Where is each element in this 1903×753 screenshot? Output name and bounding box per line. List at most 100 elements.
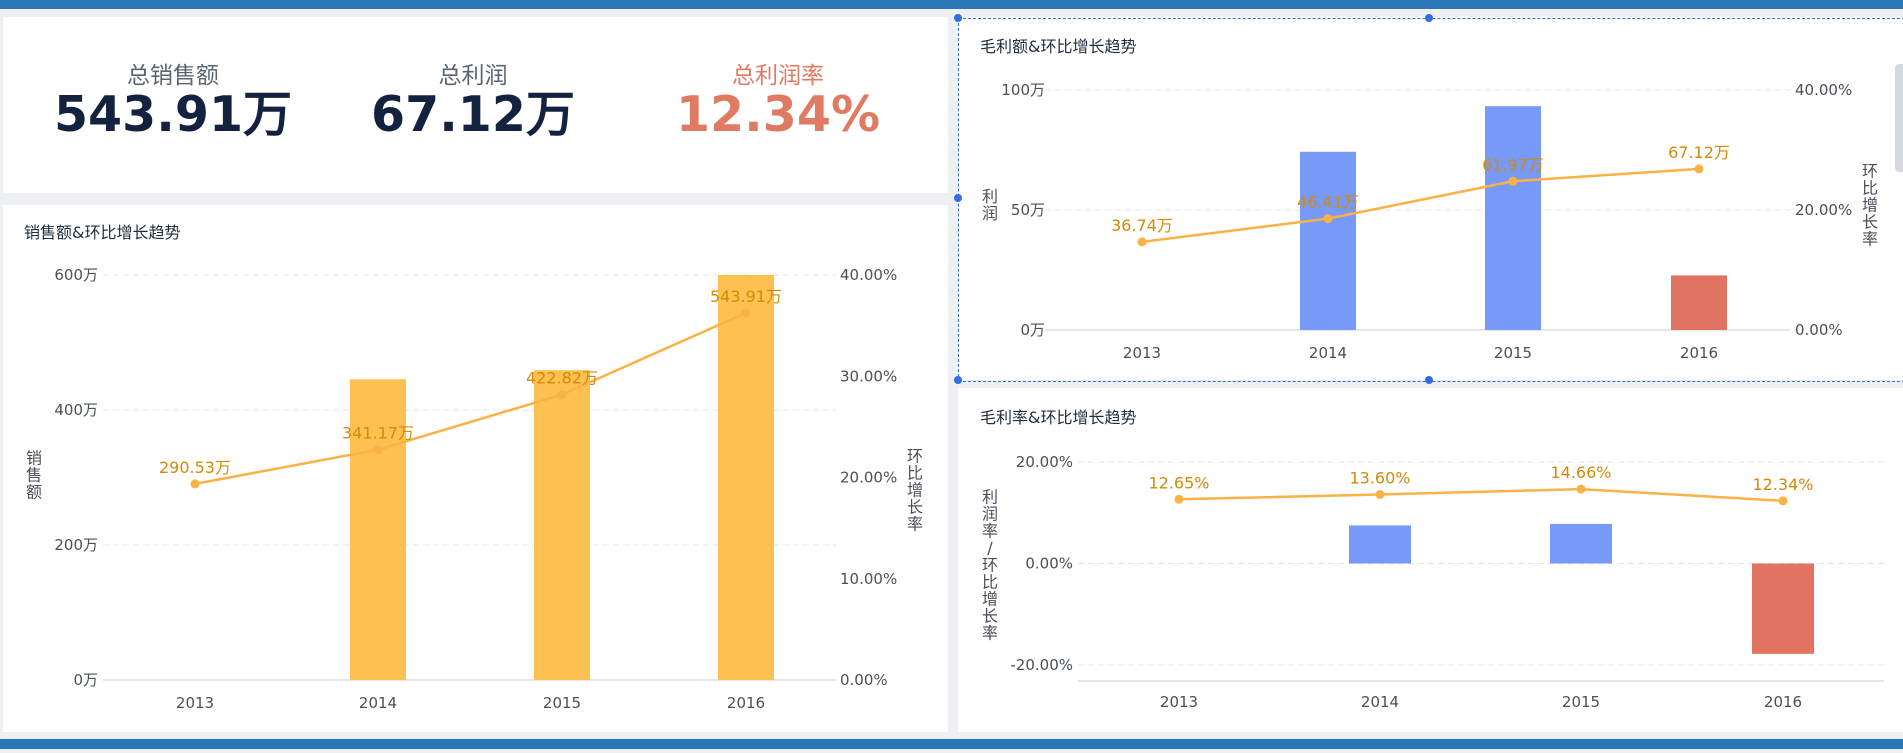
y-axis-title: 销 xyxy=(26,449,42,468)
chart-title: 毛利额&环比增长趋势 xyxy=(980,37,1137,56)
kpi-label: 总利润率 xyxy=(732,63,824,89)
resize-handle[interactable] xyxy=(1425,14,1433,22)
kpi-value: 12.34% xyxy=(675,86,881,143)
line-point xyxy=(1778,496,1788,506)
data-label: 61.97万 xyxy=(1482,155,1544,174)
y2-tick-label: 40.00% xyxy=(840,266,897,284)
y-axis-title: / xyxy=(987,539,993,558)
y-tick-label: 100万 xyxy=(1001,81,1045,99)
x-tick-label: 2013 xyxy=(1123,344,1161,362)
x-tick-label: 2016 xyxy=(1764,693,1802,711)
y-tick-label: 400万 xyxy=(54,401,98,419)
y2-axis-title: 长 xyxy=(1862,213,1878,232)
y2-axis-title: 增 xyxy=(907,481,923,500)
data-label: 290.53万 xyxy=(159,458,231,477)
resize-handle[interactable] xyxy=(954,376,962,384)
data-label: 543.91万 xyxy=(710,287,782,306)
resize-handle[interactable] xyxy=(954,14,962,22)
y-axis-title: 比 xyxy=(982,573,998,592)
data-label: 36.74万 xyxy=(1111,216,1173,235)
x-tick-label: 2015 xyxy=(1562,693,1600,711)
kpi-label: 总销售额 xyxy=(127,63,219,89)
y-axis-title: 率 xyxy=(982,624,998,643)
line-point xyxy=(1137,237,1147,247)
x-tick-label: 2016 xyxy=(1680,344,1718,362)
kpi-panel: 总销售额 543.91万 总利润 67.12万 总利润率 12.34% xyxy=(3,17,948,193)
x-tick-label: 2013 xyxy=(176,694,214,712)
y-axis-title: 环 xyxy=(982,556,998,575)
y-axis-title: 利 xyxy=(982,187,998,206)
kpi-value: 543.91万 xyxy=(53,86,293,143)
y2-tick-label: 40.00% xyxy=(1795,81,1852,99)
chart-title: 销售额&环比增长趋势 xyxy=(24,223,181,242)
series-line xyxy=(1141,167,1700,244)
y-tick-label: -20.00% xyxy=(1010,656,1073,674)
line-point xyxy=(373,445,383,455)
y2-axis-title: 率 xyxy=(907,515,923,534)
line-point xyxy=(1375,489,1385,499)
y2-axis-title: 率 xyxy=(1862,230,1878,249)
bar xyxy=(1349,525,1411,564)
line-point xyxy=(1508,176,1518,186)
kpi-value: 67.12万 xyxy=(371,86,575,143)
resize-handle[interactable] xyxy=(954,194,962,202)
y-tick-label: 50万 xyxy=(1011,201,1045,219)
x-tick-label: 2014 xyxy=(1361,693,1399,711)
kpi-total-sales: 总销售额 543.91万 xyxy=(43,63,303,141)
y-tick-label: 0万 xyxy=(1020,321,1045,339)
bar xyxy=(534,370,590,680)
line-point xyxy=(741,308,751,318)
line-point xyxy=(1576,484,1586,494)
y-axis-title: 额 xyxy=(26,483,42,502)
line-point xyxy=(1694,164,1704,174)
data-label: 422.82万 xyxy=(526,369,598,388)
side-scroll-handle[interactable] xyxy=(1895,64,1903,172)
data-label: 14.66% xyxy=(1550,463,1611,482)
kpi-total-margin: 总利润率 12.34% xyxy=(648,63,908,141)
y-tick-label: 20.00% xyxy=(1016,453,1073,471)
sales-chart-panel[interactable]: 销售额&环比增长趋势 xyxy=(3,205,948,732)
data-label: 12.65% xyxy=(1148,473,1209,492)
x-tick-label: 2014 xyxy=(359,694,397,712)
y-tick-label: 600万 xyxy=(54,266,98,284)
y-axis-title: 增 xyxy=(982,590,998,609)
bar xyxy=(718,275,774,680)
bar xyxy=(350,379,406,680)
kpi-total-profit: 总利润 67.12万 xyxy=(343,63,603,141)
data-label: 13.60% xyxy=(1349,468,1410,487)
data-label: 67.12万 xyxy=(1668,143,1730,162)
y2-axis-title: 增 xyxy=(1862,196,1878,215)
resize-handle[interactable] xyxy=(1425,376,1433,384)
y2-tick-label: 20.00% xyxy=(1795,201,1852,219)
x-tick-label: 2016 xyxy=(727,694,765,712)
chart-title: 毛利率&环比增长趋势 xyxy=(980,408,1137,427)
y-axis-title: 长 xyxy=(982,607,998,626)
x-tick-label: 2015 xyxy=(1494,344,1532,362)
y-axis-title: 售 xyxy=(26,466,42,485)
y-tick-label: 0.00% xyxy=(1025,555,1073,573)
y-tick-label: 0万 xyxy=(73,671,98,689)
line-point xyxy=(1323,214,1333,224)
y2-tick-label: 30.00% xyxy=(840,367,897,385)
data-label: 341.17万 xyxy=(342,424,414,443)
margin-chart-panel[interactable]: 毛利率&环比增长趋势 xyxy=(958,388,1903,732)
y2-tick-label: 0.00% xyxy=(840,671,888,689)
y-axis-title: 润 xyxy=(982,204,998,223)
top-accent-bar xyxy=(0,0,1903,9)
bar xyxy=(1752,563,1814,654)
y2-tick-label: 10.00% xyxy=(840,570,897,588)
line-point xyxy=(190,479,200,489)
line-point xyxy=(557,390,567,400)
y2-axis-title: 环 xyxy=(1862,162,1878,181)
x-tick-label: 2015 xyxy=(543,694,581,712)
y-axis-title: 利 xyxy=(982,488,998,507)
y-axis-title: 率 xyxy=(982,522,998,541)
y2-tick-label: 20.00% xyxy=(840,469,897,487)
y2-axis-title: 环 xyxy=(907,447,923,466)
bar xyxy=(1550,523,1612,564)
y2-axis-title: 比 xyxy=(1862,179,1878,198)
y2-axis-title: 长 xyxy=(907,498,923,517)
y-axis-title: 润 xyxy=(982,505,998,524)
kpi-label: 总利润 xyxy=(438,63,508,89)
